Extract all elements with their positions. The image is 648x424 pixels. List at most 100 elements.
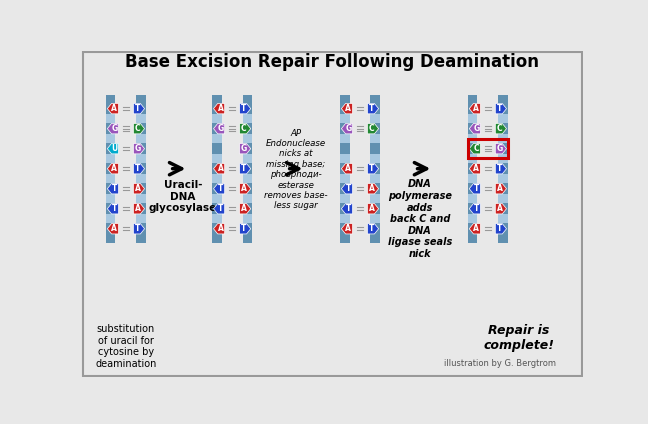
Polygon shape [214,204,225,214]
Text: T: T [345,204,351,213]
Text: T: T [497,224,502,233]
Bar [242,223,252,234]
Polygon shape [240,223,251,234]
Bar [340,95,349,243]
Bar [137,143,146,154]
Polygon shape [133,164,145,174]
Bar [468,223,478,234]
Bar [498,204,507,214]
Polygon shape [367,204,378,214]
Bar [468,103,478,114]
Bar [106,123,115,134]
Bar [498,103,507,114]
Bar [242,183,252,194]
Bar [371,95,380,106]
Polygon shape [133,223,145,234]
Text: G: G [345,124,351,133]
Text: G: G [473,124,480,133]
Text: substitution
of uracil for
cytosine by
deamination: substitution of uracil for cytosine by d… [95,324,157,369]
Bar [340,204,349,214]
Polygon shape [214,164,225,174]
Polygon shape [214,103,225,114]
Bar [371,204,380,214]
Polygon shape [108,204,119,214]
Text: G: G [240,144,247,153]
Bar [340,123,349,134]
Bar [213,103,222,114]
Bar [498,95,507,106]
Polygon shape [108,143,119,154]
Bar [106,183,115,194]
Polygon shape [469,223,480,234]
Polygon shape [469,123,480,134]
Polygon shape [240,143,251,154]
Bar [340,163,349,174]
Polygon shape [341,103,353,114]
Bar [213,143,222,154]
Text: T: T [218,184,223,193]
Text: T: T [497,164,502,173]
Bar [340,232,349,243]
Bar [106,103,115,114]
Text: A: A [496,204,502,213]
Text: T: T [497,104,502,113]
Polygon shape [214,223,225,234]
Polygon shape [341,164,353,174]
Bar [498,223,507,234]
Polygon shape [240,123,251,134]
Bar [498,163,507,174]
Polygon shape [367,184,378,194]
Bar [468,143,478,154]
Bar [137,163,146,174]
Polygon shape [108,103,119,114]
Bar [213,232,222,243]
Polygon shape [133,103,145,114]
Bar [137,204,146,214]
Bar [213,163,222,174]
Bar [371,183,380,194]
Bar [498,95,507,243]
Text: A: A [345,164,351,173]
Text: T: T [135,164,140,173]
Text: C: C [369,124,375,133]
Polygon shape [214,184,225,194]
Bar [137,95,146,106]
Polygon shape [495,204,507,214]
Bar [468,163,478,174]
Bar [242,163,252,174]
Bar [106,95,115,243]
Text: T: T [218,204,223,213]
Polygon shape [495,164,507,174]
Bar [498,183,507,194]
Text: A: A [473,224,479,233]
Bar [106,95,115,106]
Bar [106,163,115,174]
Polygon shape [240,103,251,114]
Bar [106,223,115,234]
Polygon shape [469,164,480,174]
Text: A: A [218,104,224,113]
Bar [213,223,222,234]
Bar [468,204,478,214]
Bar [137,123,146,134]
Polygon shape [240,184,251,194]
Bar [340,95,349,106]
Text: A: A [345,224,351,233]
Text: A: A [111,164,117,173]
Polygon shape [108,123,119,134]
Text: T: T [111,204,117,213]
Polygon shape [367,123,378,134]
Bar [468,139,508,158]
Bar [242,95,252,106]
Text: G: G [217,124,224,133]
Bar [213,95,222,106]
Polygon shape [367,223,378,234]
Text: A: A [473,164,479,173]
Bar [371,103,380,114]
Text: Base Excision Repair Following Deamination: Base Excision Repair Following Deaminati… [125,53,539,71]
Text: C: C [474,144,479,153]
Bar [468,183,478,194]
Polygon shape [495,123,507,134]
Polygon shape [108,223,119,234]
Bar [137,232,146,243]
